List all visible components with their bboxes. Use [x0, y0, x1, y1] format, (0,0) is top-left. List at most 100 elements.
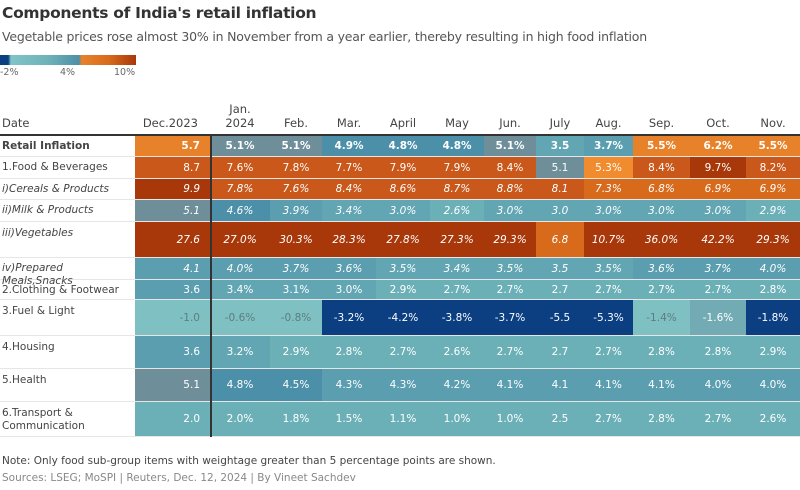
heatmap-cell: -1.8% — [746, 300, 800, 335]
heatmap-cell: 3.4% — [430, 258, 484, 279]
column-header: May — [445, 116, 469, 130]
heatmap-cell: 8.7 — [135, 157, 210, 178]
heatmap-cell: 2.8% — [322, 336, 376, 368]
heatmap-cell: 8.8% — [484, 179, 536, 199]
source-line: Sources: LSEG; MoSPI | Reuters, Dec. 12,… — [2, 472, 356, 484]
heatmap-cell: 4.8% — [430, 136, 484, 156]
heatmap-cell: 6.8 — [536, 222, 584, 257]
heatmap-cell: 2.7% — [584, 336, 633, 368]
heatmap-cell: 2.0% — [210, 402, 270, 436]
heatmap-cell: 8.4% — [322, 179, 376, 199]
heatmap-cell: 1.8% — [270, 402, 322, 436]
heatmap-cell: -1.4% — [633, 300, 690, 335]
heatmap-cell: 2.7% — [584, 402, 633, 436]
heatmap-cell: 2.9% — [376, 280, 430, 299]
heatmap-cell: 4.2% — [430, 369, 484, 401]
heatmap-cell: 30.3% — [270, 222, 322, 257]
row-label: 4.Housing — [2, 341, 55, 353]
heatmap-cell: 6.8% — [633, 179, 690, 199]
heatmap-cell: 3.7% — [584, 136, 633, 156]
table-row: ii)Milk & Products 5.1 4.6% 3.9% 3.4% 3.0% 2.6… — [0, 200, 800, 222]
heatmap-cell: 4.3% — [322, 369, 376, 401]
legend-label-mid: 4% — [60, 67, 76, 78]
row-label: iv)Prepared Meals,Snacks — [2, 262, 73, 287]
heatmap-cell: -0.6% — [210, 300, 270, 335]
heatmap-cell: 3.6% — [633, 258, 690, 279]
table-row: 4.Housing 3.6 3.2% 2.9% 2.8% 2.7% 2.6% 2.7% 2.7 2… — [0, 336, 800, 369]
chart-subtitle: Vegetable prices rose almost 30% in Nove… — [2, 29, 647, 44]
heatmap-cell: 6.9% — [746, 179, 800, 199]
row-header: Date — [2, 116, 30, 130]
heatmap-cell: 29.3% — [746, 222, 800, 257]
row-label: 3.Fuel & Light — [2, 305, 75, 317]
row-label: 6.Transport & Communication — [2, 407, 85, 432]
heatmap-cell: 5.3% — [584, 157, 633, 178]
table-row: 5.Health 5.1 4.8% 4.5% 4.3% 4.3% 4.2% 4.1% 4.1 4.… — [0, 369, 800, 402]
heatmap-cell: 1.0% — [430, 402, 484, 436]
heatmap-cell: 2.7% — [484, 336, 536, 368]
heatmap-cell: -3.8% — [430, 300, 484, 335]
column-header: Nov. — [760, 116, 786, 130]
heatmap-cell: 4.6% — [210, 200, 270, 221]
table-row: iii)Vegetables 27.6 27.0% 30.3% 28.3% 27.8% 27… — [0, 222, 800, 258]
heatmap-cell: 1.0% — [484, 402, 536, 436]
heatmap-cell: -1.0 — [135, 300, 210, 335]
heatmap-cell: 2.6% — [746, 402, 800, 436]
heatmap-cell: 7.9% — [376, 157, 430, 178]
heatmap-cell: 2.7 — [536, 336, 584, 368]
heatmap-cell: 27.0% — [210, 222, 270, 257]
column-header: Jun. — [499, 116, 521, 130]
heatmap-cell: 27.8% — [376, 222, 430, 257]
heatmap-cell: 3.7% — [270, 258, 322, 279]
heatmap-cell: -5.5 — [536, 300, 584, 335]
heatmap-cell: 5.1% — [484, 136, 536, 156]
column-header: Mar. — [336, 116, 362, 130]
heatmap-cell: 2.5 — [536, 402, 584, 436]
column-divider — [210, 136, 212, 437]
row-label: Retail Inflation — [2, 140, 90, 152]
heatmap-cell: 4.8% — [376, 136, 430, 156]
column-header: July — [549, 116, 571, 130]
heatmap-cell: 6.2% — [690, 136, 746, 156]
heatmap-cell: 3.9% — [270, 200, 322, 221]
header-rule — [0, 134, 800, 136]
heatmap-cell: 2.7% — [633, 280, 690, 299]
heatmap-cell: -0.8% — [270, 300, 322, 335]
table-row: iv)Prepared Meals,Snacks 4.1 4.0% 3.7% 3.6% 3… — [0, 258, 800, 287]
table-row: 6.Transport & Communication 2.0 2.0% 1.8% 1.… — [0, 402, 800, 437]
heatmap-cell: 7.8% — [270, 157, 322, 178]
heatmap-cell: 4.3% — [376, 369, 430, 401]
heatmap-cell: 3.5 — [536, 258, 584, 279]
heatmap-cell: 4.1% — [633, 369, 690, 401]
heatmap-cell: 2.7% — [430, 280, 484, 299]
heatmap-cell: 28.3% — [322, 222, 376, 257]
heatmap-cell: 27.6 — [135, 222, 210, 257]
heatmap-cell: 4.1 — [135, 258, 210, 279]
heatmap-cell: 7.6% — [270, 179, 322, 199]
heatmap-cell: 4.9% — [322, 136, 376, 156]
heatmap-cell: 2.8% — [746, 280, 800, 299]
heatmap-cell: 6.9% — [690, 179, 746, 199]
column-header: April — [389, 116, 417, 130]
table-row: Retail Inflation 5.7 5.1% 5.1% 4.9% 4.8% 4.8% 5… — [0, 136, 800, 157]
column-header: Feb. — [283, 116, 309, 130]
heatmap-cell: 2.9% — [270, 336, 322, 368]
heatmap-cell: 5.5% — [746, 136, 800, 156]
heatmap-cell: 2.0 — [135, 402, 210, 436]
heatmap-cell: -4.2% — [376, 300, 430, 335]
column-header: Oct. — [706, 116, 730, 130]
heatmap-cell: 5.1 — [135, 200, 210, 221]
heatmap-cell: 2.7% — [584, 280, 633, 299]
heatmap-cell: 5.1% — [210, 136, 270, 156]
heatmap-cell: 4.1% — [584, 369, 633, 401]
heatmap-cell: 2.9% — [746, 336, 800, 368]
row-label: 1.Food & Beverages — [2, 161, 108, 173]
heatmap-cell: 3.0 — [536, 200, 584, 221]
heatmap-cell: 3.6% — [322, 258, 376, 279]
heatmap-cell: 8.7% — [430, 179, 484, 199]
heatmap-cell: 5.1 — [536, 157, 584, 178]
column-header: Aug. — [595, 116, 622, 130]
heatmap-cell: 3.5% — [376, 258, 430, 279]
heatmap-cell: 3.1% — [270, 280, 322, 299]
heatmap-cell: 7.7% — [322, 157, 376, 178]
